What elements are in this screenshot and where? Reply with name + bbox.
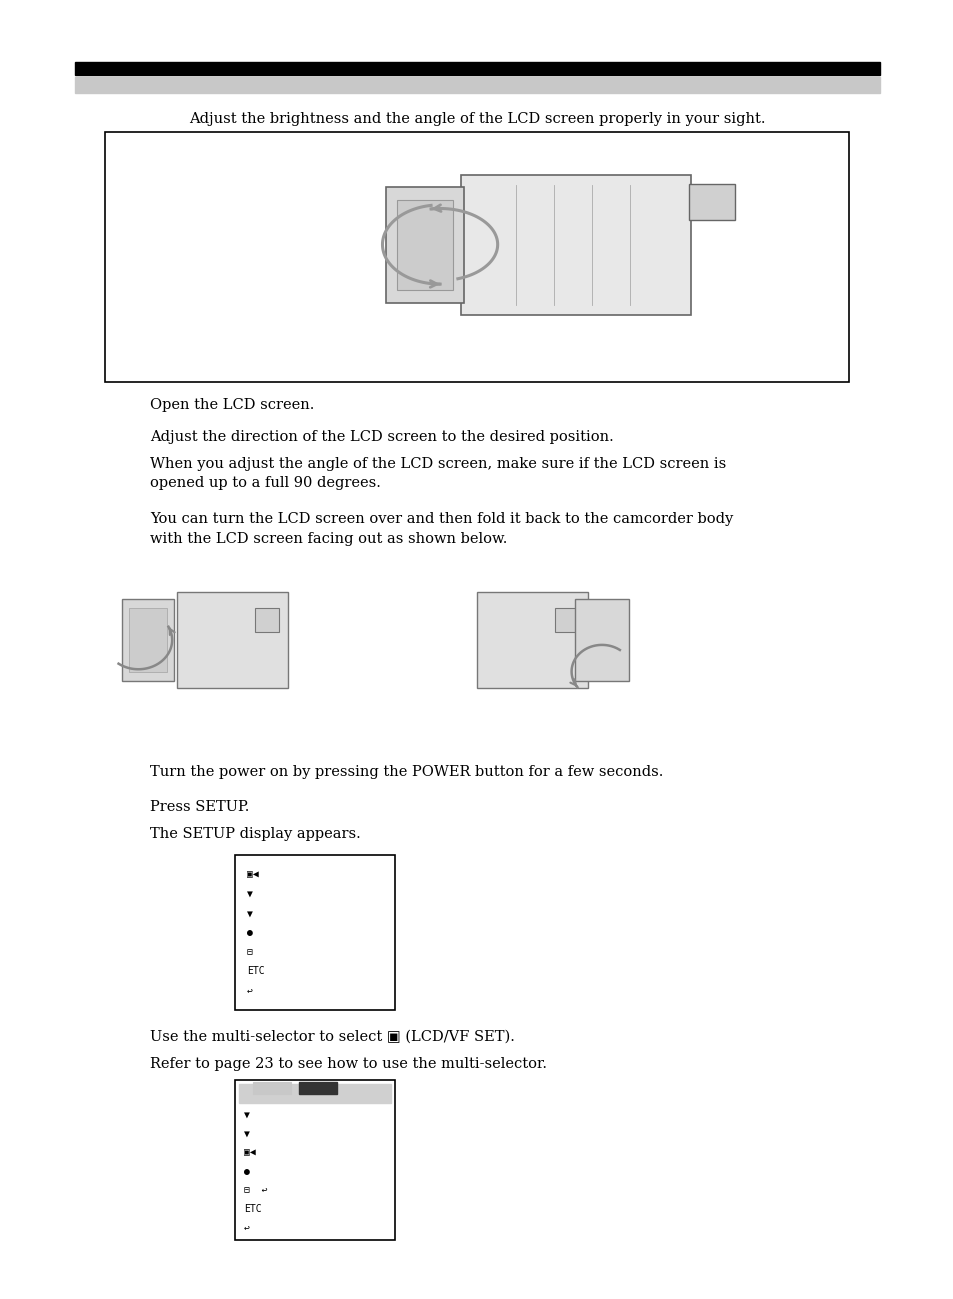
Text: ▼: ▼ [244, 1111, 250, 1120]
Bar [234, 855, 395, 1011]
Text: Turn the power on by pressing the POWER button for a few seconds.: Turn the power on by pressing the POWER … [150, 765, 662, 779]
Text: ▣◀: ▣◀ [244, 1148, 255, 1157]
Bar [239, 1083, 391, 1103]
Text: You can turn the LCD screen over and then fold it back to the camcorder body
wit: You can turn the LCD screen over and the… [150, 512, 733, 546]
FancyBboxPatch shape [177, 592, 288, 688]
Text: ●: ● [247, 927, 253, 938]
FancyBboxPatch shape [460, 174, 690, 314]
Text: ▼: ▼ [244, 1129, 250, 1139]
Text: ⊟  ↩: ⊟ ↩ [244, 1186, 267, 1195]
Text: ▼: ▼ [247, 889, 253, 899]
Text: ETC: ETC [244, 1204, 261, 1215]
FancyBboxPatch shape [254, 608, 278, 633]
Text: ●: ● [244, 1167, 250, 1177]
FancyBboxPatch shape [688, 183, 735, 220]
Text: Adjust the direction of the LCD screen to the desired position.: Adjust the direction of the LCD screen t… [150, 430, 613, 444]
FancyBboxPatch shape [476, 592, 587, 688]
FancyBboxPatch shape [554, 608, 578, 633]
Text: ↩: ↩ [247, 986, 253, 995]
FancyBboxPatch shape [122, 599, 173, 681]
Text: ETC: ETC [247, 966, 264, 977]
Text: Adjust the brightness and the angle of the LCD screen properly in your sight.: Adjust the brightness and the angle of t… [189, 112, 764, 126]
Text: ⊟: ⊟ [247, 947, 253, 957]
Text: ↩: ↩ [244, 1222, 250, 1233]
Text: Use the multi-selector to select ▣ (LCD/VF SET).: Use the multi-selector to select ▣ (LCD/… [150, 1030, 515, 1044]
Bar [75, 77, 879, 94]
Bar [129, 608, 167, 672]
Text: Open the LCD screen.: Open the LCD screen. [150, 397, 314, 412]
Bar [298, 1082, 336, 1095]
Bar [234, 1079, 395, 1241]
Bar [396, 200, 453, 290]
FancyBboxPatch shape [386, 187, 463, 303]
Text: ▼: ▼ [247, 908, 253, 918]
FancyBboxPatch shape [575, 599, 628, 681]
Bar [105, 132, 848, 382]
Text: The SETUP display appears.: The SETUP display appears. [150, 827, 360, 840]
Text: Press SETUP.: Press SETUP. [150, 800, 249, 814]
Text: ▣◀: ▣◀ [247, 869, 258, 879]
Text: When you adjust the angle of the LCD screen, make sure if the LCD screen is
open: When you adjust the angle of the LCD scr… [150, 457, 725, 491]
Bar [75, 62, 879, 75]
Bar [253, 1082, 291, 1095]
Text: Refer to page 23 to see how to use the multi-selector.: Refer to page 23 to see how to use the m… [150, 1057, 546, 1070]
